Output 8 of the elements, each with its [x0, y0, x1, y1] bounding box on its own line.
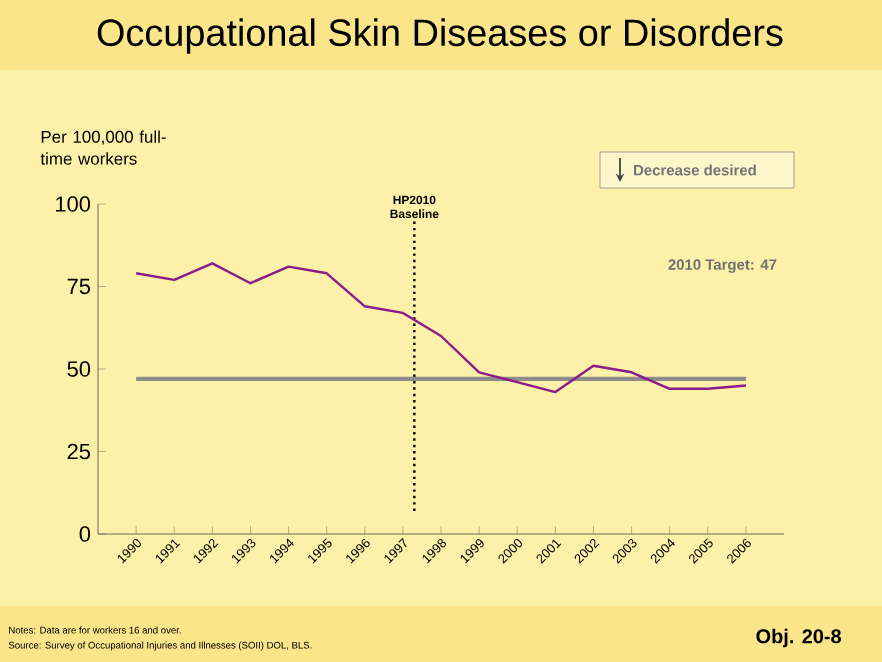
y-tick-label: 25 [67, 443, 91, 460]
text: Obj. 20-8 [756, 628, 841, 648]
y-tick-label: 75 [67, 278, 91, 295]
chart-title: Occupational Skin Diseases or Disorders [97, 18, 783, 54]
y-tick-label: 100 [56, 196, 91, 212]
y-tick-label: 0 [79, 526, 91, 542]
y-axis-title: Per 100,000 full-time workers [40, 130, 166, 165]
y-tick-label: 50 [67, 361, 91, 377]
